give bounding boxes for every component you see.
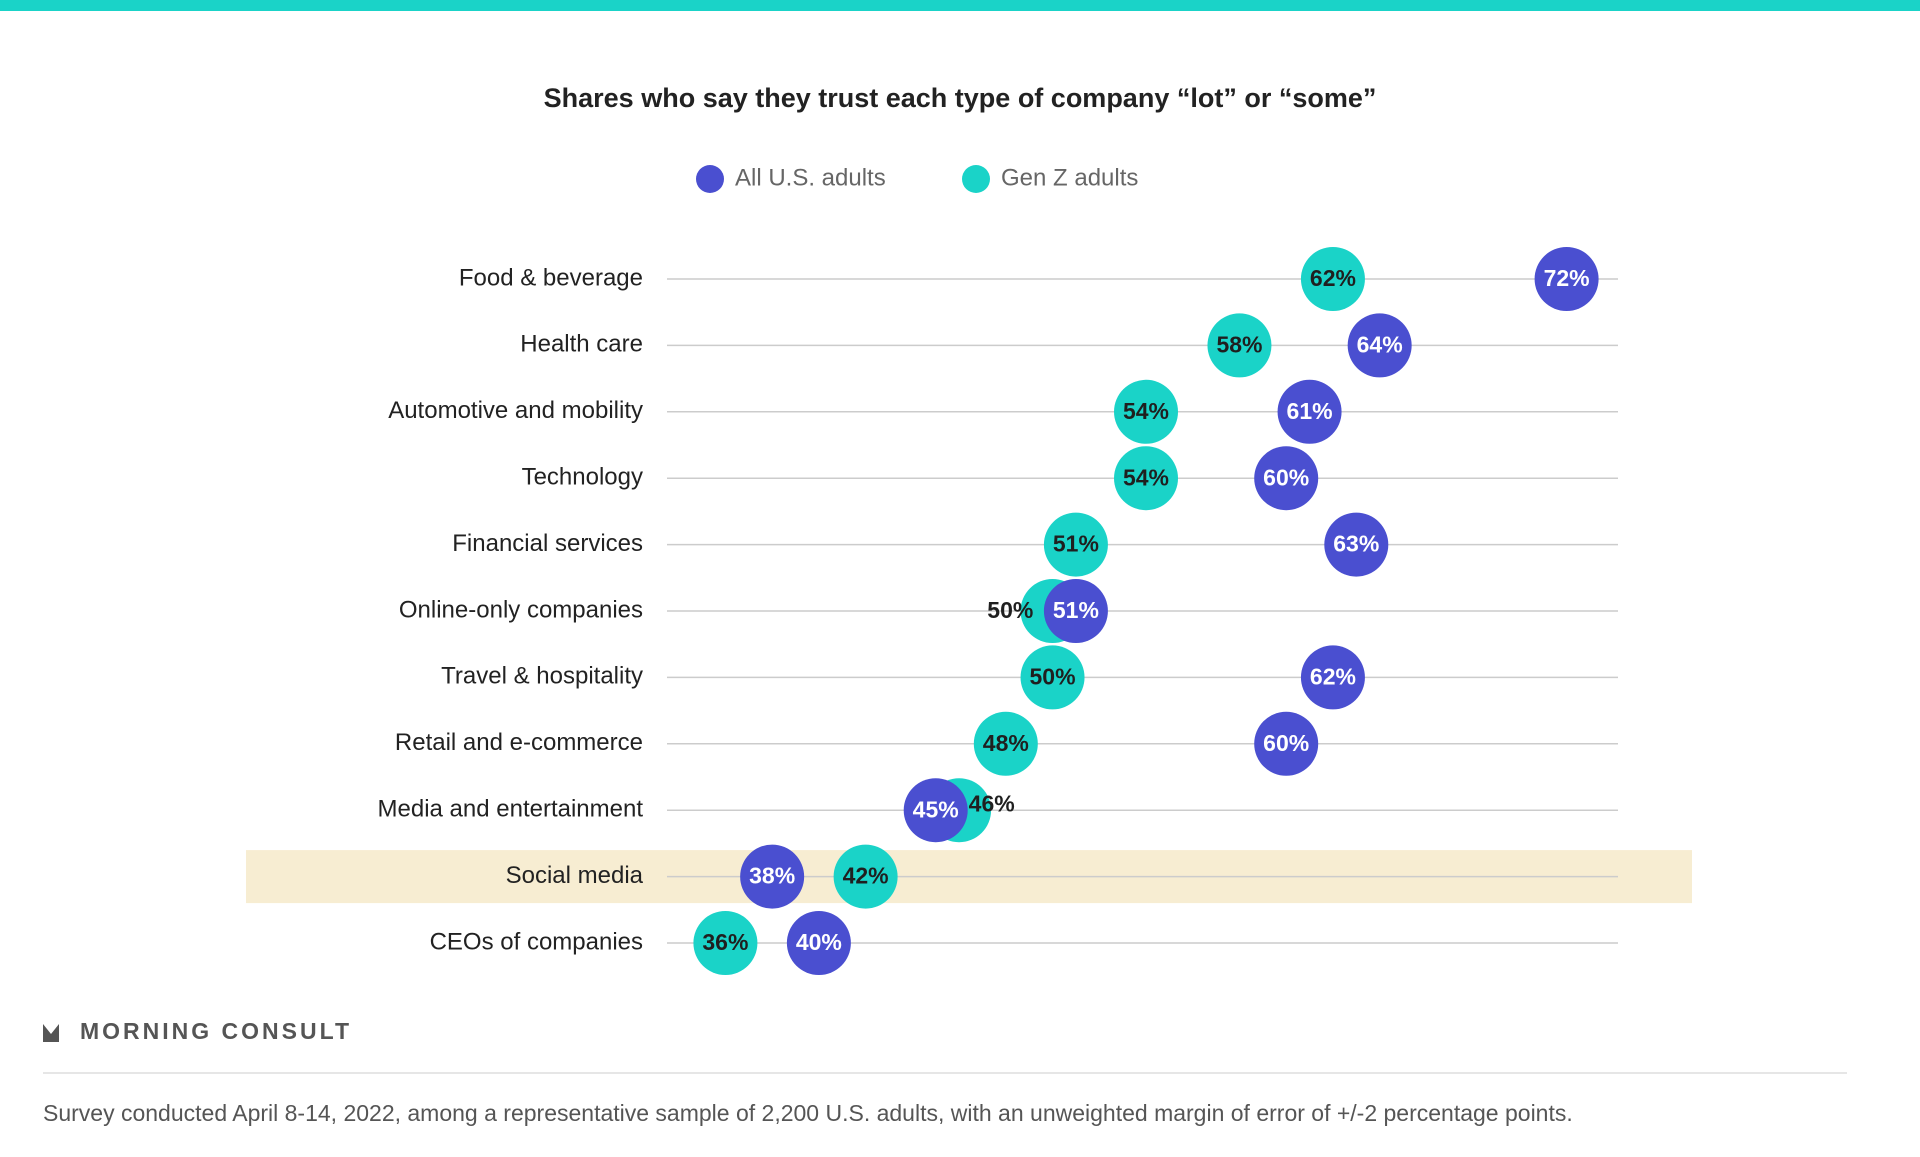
value-label: 62%	[1310, 663, 1356, 689]
dot	[1300, 645, 1365, 710]
value-label: 50%	[1030, 663, 1076, 689]
dot	[1254, 446, 1319, 511]
legend-label: Gen Z adults	[1001, 164, 1138, 191]
dot	[1043, 579, 1108, 643]
category-label: Retail and e-commerce	[395, 729, 643, 756]
dot	[786, 911, 851, 975]
dot	[1207, 313, 1272, 378]
value-label: 58%	[1216, 331, 1262, 357]
value-label: 61%	[1287, 398, 1333, 424]
category-label: Health care	[520, 331, 643, 358]
dot	[1277, 379, 1342, 444]
dot	[1254, 711, 1319, 776]
dot	[693, 911, 758, 975]
category-label: Food & beverage	[459, 264, 643, 291]
category-label: Social media	[506, 862, 644, 889]
dot	[1324, 512, 1389, 577]
value-label: 51%	[1053, 531, 1099, 557]
dot	[740, 844, 805, 909]
value-label: 62%	[1310, 265, 1356, 291]
dot	[833, 844, 898, 909]
value-label: 42%	[843, 863, 889, 889]
dot	[1114, 379, 1179, 444]
dot	[973, 711, 1038, 776]
dot	[1300, 247, 1365, 311]
value-label: 36%	[702, 929, 748, 955]
value-label: 54%	[1123, 398, 1169, 424]
dot	[1347, 313, 1412, 378]
dot	[1114, 446, 1179, 511]
value-label: 45%	[913, 796, 959, 822]
chart-title: Shares who say they trust each type of c…	[544, 83, 1377, 113]
value-label: 46%	[969, 790, 1015, 816]
logo-mark	[43, 1024, 59, 1042]
logo-text: MORNING CONSULT	[80, 1018, 352, 1044]
category-label: Media and entertainment	[378, 796, 644, 823]
dot	[1020, 645, 1085, 710]
legend-marker	[962, 165, 990, 193]
value-label: 38%	[749, 863, 795, 889]
category-label: Automotive and mobility	[388, 397, 643, 424]
legend-marker	[696, 165, 724, 193]
category-label: Technology	[522, 464, 643, 491]
top-bar	[0, 0, 1920, 11]
value-label: 54%	[1123, 464, 1169, 490]
value-label: 63%	[1333, 531, 1379, 557]
category-label: Travel & hospitality	[441, 663, 643, 690]
value-label: 72%	[1544, 265, 1590, 291]
category-label: Financial services	[452, 530, 643, 557]
category-label: CEOs of companies	[430, 928, 643, 955]
value-label: 60%	[1263, 464, 1309, 490]
dot	[1043, 512, 1108, 577]
dot	[1534, 247, 1599, 311]
category-label: Online-only companies	[399, 596, 643, 623]
legend-label: All U.S. adults	[735, 164, 886, 191]
value-label: 64%	[1357, 331, 1403, 357]
value-label: 48%	[983, 730, 1029, 756]
value-label: 40%	[796, 929, 842, 955]
value-label: 51%	[1053, 597, 1099, 623]
dot	[903, 778, 968, 843]
footnote: Survey conducted April 8-14, 2022, among…	[43, 1100, 1573, 1126]
value-label: 60%	[1263, 730, 1309, 756]
value-label: 50%	[987, 597, 1033, 623]
